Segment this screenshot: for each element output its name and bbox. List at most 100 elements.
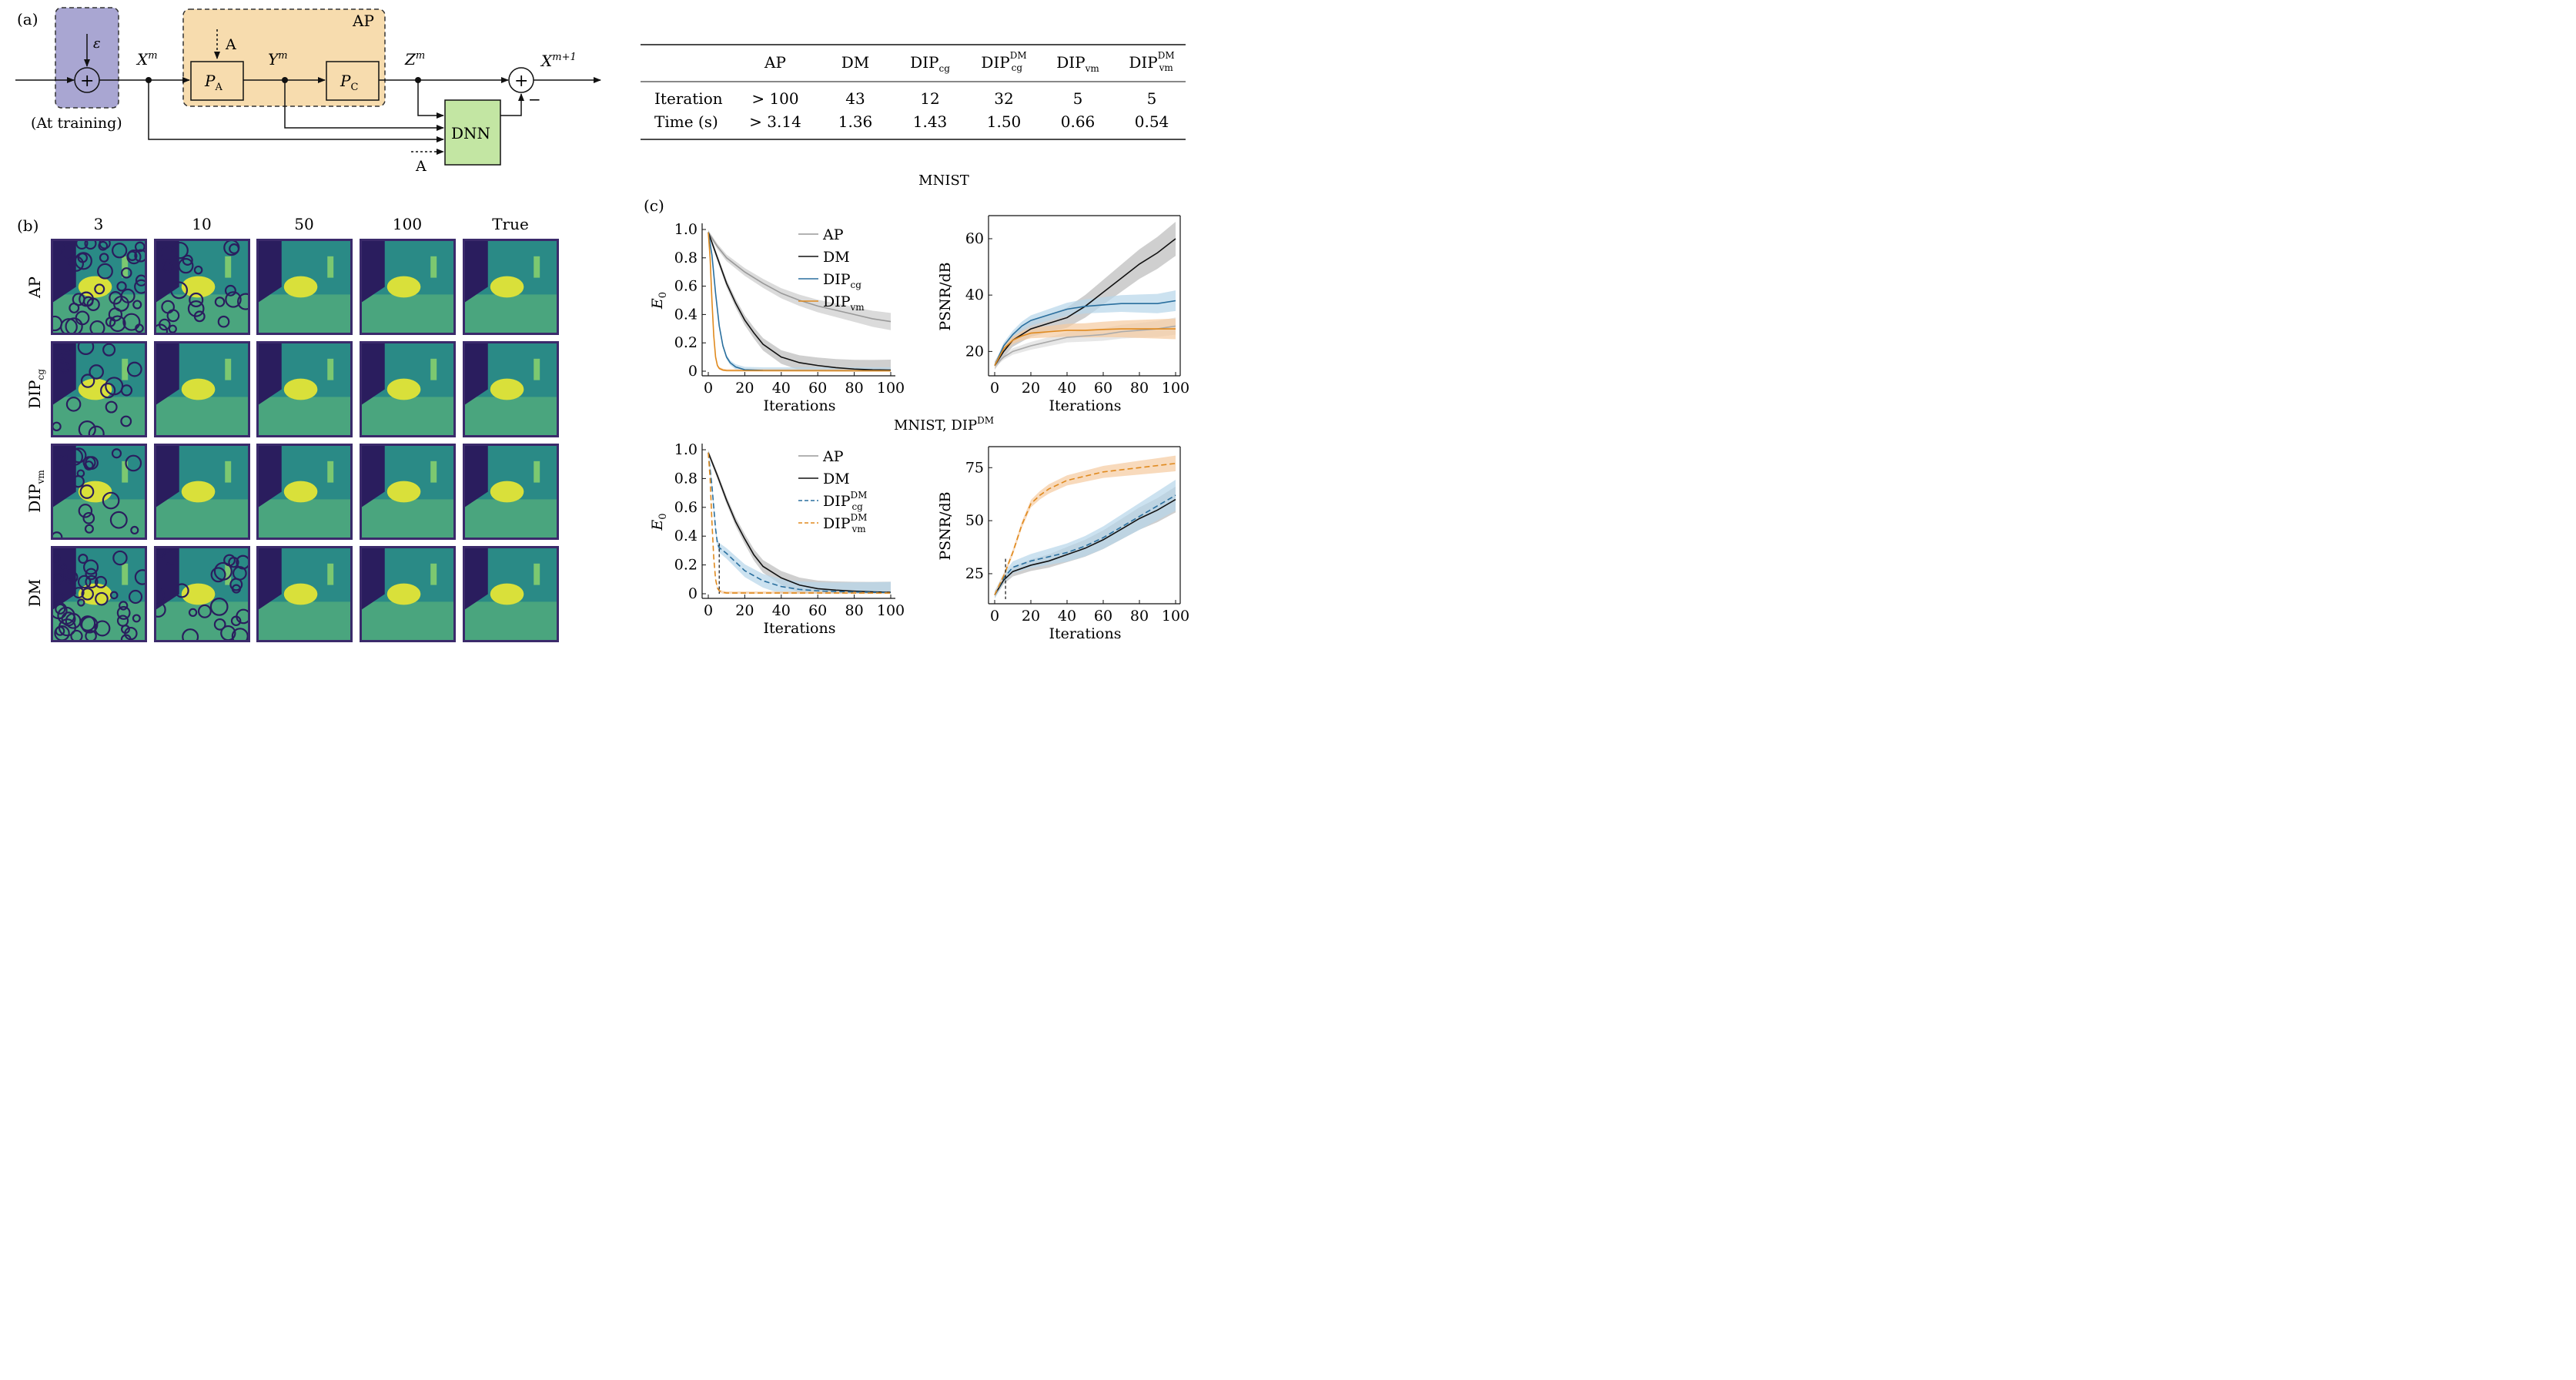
legend-label: DIPDM vm: [823, 512, 867, 534]
x-tick-label: 20: [1022, 608, 1040, 625]
grid-row-labels: AP DIPcg DIPvm DM: [25, 276, 46, 607]
y-axis-label: PSNR/dB: [937, 262, 954, 330]
y-axis-label: PSNR/dB: [937, 491, 954, 560]
table-cell: 1.36: [838, 112, 873, 131]
y-tick-label: 0.8: [674, 250, 698, 266]
series-line-DIPvm: [994, 328, 1176, 367]
reconstruction-image: [256, 444, 353, 540]
sum-plus: +: [80, 72, 94, 91]
x-tick-label: 0: [990, 608, 999, 625]
svg-text:+: +: [514, 72, 528, 91]
x-tick-label: 80: [845, 380, 864, 397]
legend-label: AP: [822, 448, 844, 465]
table-header: DIPDM vm: [1129, 50, 1174, 73]
epsilon-label: ε: [93, 35, 101, 52]
reconstruction-image: [154, 444, 250, 540]
table-cell: 32: [994, 89, 1013, 108]
x-axis-label: Iterations: [1049, 625, 1122, 642]
reconstruction-image: [463, 546, 559, 642]
table-row-label: Iteration: [654, 89, 723, 108]
pa-label: PA: [204, 72, 222, 93]
reconstruction-image: [360, 239, 456, 335]
x-tick-label: 40: [772, 602, 791, 619]
reconstruction-image: [154, 239, 250, 335]
confidence-band: [708, 450, 891, 594]
y-tick-label: 1.0: [674, 441, 698, 458]
y-tick-label: 0.4: [674, 528, 698, 544]
reconstruction-image: [256, 239, 353, 335]
reconstruction-image: [463, 444, 559, 540]
legend-label: DIPvm: [823, 293, 865, 313]
table-header: DIPcg: [910, 53, 950, 74]
y-tick-label: 0.2: [674, 334, 698, 351]
ap-box-label: AP: [352, 12, 374, 30]
pa-box: [190, 61, 244, 101]
series-line-DIPvm: [708, 232, 892, 372]
x-tick-label: 40: [1058, 380, 1076, 397]
legend-label: DM: [823, 471, 850, 487]
x-tick-label: 60: [1094, 380, 1112, 397]
results-table: AP DM DIPcg DIPDM cg DIPvm DIPDM vm Iterat…: [654, 50, 1175, 131]
dnn-box: [444, 99, 501, 166]
table-cell: 5: [1147, 89, 1157, 108]
y-tick-label: 50: [965, 512, 984, 529]
training-note: (At training): [31, 115, 122, 132]
chart-title-bottom: MNIST, DIPDM: [894, 415, 994, 434]
x-tick-label: 100: [1162, 608, 1189, 625]
y-tick-label: 0.2: [674, 557, 698, 574]
x-tick-label: 20: [735, 380, 754, 397]
confidence-band: [995, 479, 1176, 599]
y-tick-label: 0: [688, 363, 698, 380]
table-cell: 1.50: [987, 112, 1022, 131]
x-tick-label: 0: [704, 380, 713, 397]
y-tick-label: 25: [965, 565, 984, 582]
table-cells: > 100 43 12 32 5 5 > 3.14 1.36 1.43 1.50 0.66 0.54: [749, 89, 1169, 131]
y-tick-label: 0.4: [674, 306, 698, 323]
pc-box: [326, 61, 380, 101]
confidence-band: [995, 455, 1176, 597]
x-tick-label: 60: [1094, 608, 1112, 625]
x-tick-label: 40: [772, 380, 791, 397]
reconstruction-image: [256, 546, 353, 642]
a-top-label: A: [225, 36, 236, 53]
table-cell: > 100: [751, 89, 798, 108]
y-tick-label: 75: [965, 459, 984, 476]
y-tick-label: 0.6: [674, 499, 698, 516]
chart-title-top: MNIST: [918, 172, 969, 189]
x-axis-label: Iterations: [1049, 397, 1122, 414]
x-tick-label: 80: [845, 602, 864, 619]
zm-label: Zm: [404, 50, 425, 69]
y-axis-label: E0: [649, 292, 669, 310]
reconstruction-image: [51, 239, 147, 335]
table-header: DIPDM cg: [981, 50, 1026, 73]
reconstruction-image: [256, 341, 353, 437]
x-axis-label: Iterations: [764, 620, 836, 637]
chart-2: 0 20 40 60 80 100 0 0.2 0.4 0.6 0.8 1.0 Iterations E0…: [649, 441, 905, 637]
reconstruction-image: [360, 546, 456, 642]
xm-label: Xm: [135, 50, 158, 69]
series-line-DIPcgDM: [708, 452, 892, 594]
x-tick-label: 40: [1058, 608, 1076, 625]
grid-column-labels: 3 10 50 100 True: [94, 215, 529, 233]
xm1-label: Xm+1: [540, 52, 577, 70]
reconstruction-image: [360, 444, 456, 540]
chart-0: 0 20 40 60 80 100 0 0.2 0.4 0.6 0.8 1.0 Iterations E0…: [649, 221, 905, 414]
chart-3: 0 20 40 60 80 100 25 50 75 Iterations PSNR/dB: [937, 446, 1189, 642]
table-cell: 0.66: [1061, 112, 1096, 131]
series-line-DIPcg: [708, 232, 892, 372]
reconstruction-image: [154, 341, 250, 437]
legend-label: DM: [823, 249, 850, 266]
grid-column-label: 3: [94, 215, 104, 233]
x-tick-label: 20: [735, 602, 754, 619]
y-tick-label: 0.6: [674, 278, 698, 295]
table-cell: 43: [845, 89, 865, 108]
y-tick-label: 1.0: [674, 221, 698, 238]
series-line-AP: [708, 232, 892, 323]
x-tick-label: 100: [877, 380, 905, 397]
table-header: DM: [841, 53, 870, 72]
table-cell: > 3.14: [749, 112, 801, 131]
pc-label: PC: [340, 72, 358, 93]
x-tick-label: 60: [808, 380, 827, 397]
table-header: AP: [764, 53, 786, 72]
x-tick-label: 60: [808, 602, 827, 619]
